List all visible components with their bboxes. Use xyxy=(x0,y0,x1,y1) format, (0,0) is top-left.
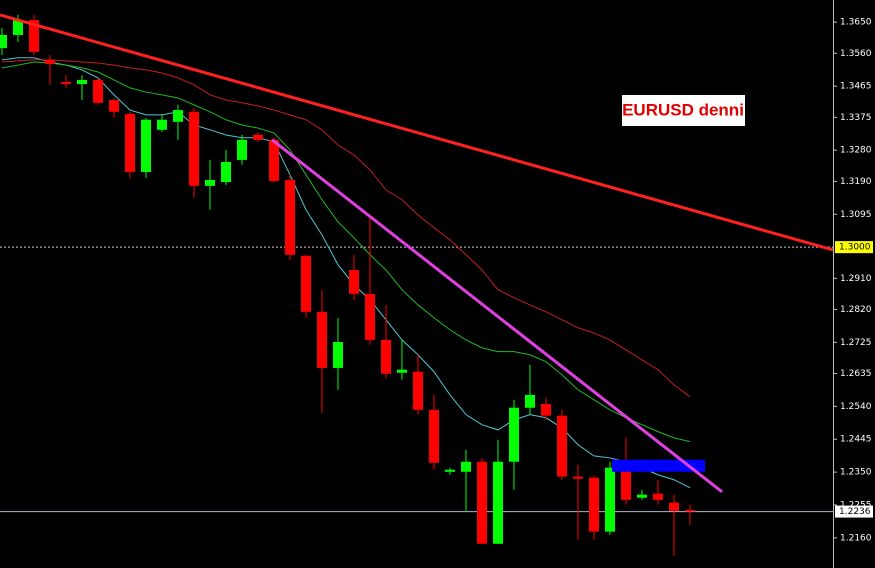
candle-body xyxy=(541,403,551,416)
candle-body xyxy=(0,34,7,49)
candle-body xyxy=(381,339,391,374)
candle-body xyxy=(365,293,375,340)
candle-body xyxy=(413,371,423,410)
candle-body xyxy=(685,509,695,512)
candle-body xyxy=(253,134,263,140)
candle-body xyxy=(573,476,583,479)
candle-body xyxy=(605,467,615,532)
candle-body xyxy=(461,461,471,472)
candle-body xyxy=(621,466,631,500)
y-tick-label: 1.2725 xyxy=(840,338,872,348)
y-tick-label: 1.3375 xyxy=(840,113,872,123)
candle-body xyxy=(141,119,151,173)
candle-body xyxy=(653,493,663,500)
plot-area xyxy=(0,13,834,556)
candle-body xyxy=(77,79,87,85)
candle-body xyxy=(493,461,503,544)
candle-body xyxy=(205,179,215,186)
candle-body xyxy=(237,139,247,160)
chart-title: EURUSD denni xyxy=(622,100,744,119)
candle-body xyxy=(509,407,519,462)
y-tick-label: 1.2910 xyxy=(840,274,872,284)
y-tick-label: 1.3280 xyxy=(840,146,872,156)
title-box xyxy=(622,95,745,126)
candle-body xyxy=(557,415,567,477)
price-label-box xyxy=(835,505,873,518)
candle-body xyxy=(477,461,487,544)
y-tick-label: 1.2635 xyxy=(840,369,872,379)
y-tick-label: 1.3560 xyxy=(840,49,872,59)
candle-body xyxy=(637,494,647,498)
candle-body xyxy=(285,179,295,255)
candle-body xyxy=(61,82,71,85)
candle-body xyxy=(221,161,231,183)
y-tick-label: 1.2350 xyxy=(840,468,872,478)
candle-body xyxy=(445,469,455,472)
candle-body xyxy=(125,113,135,173)
price-label-box xyxy=(835,241,873,254)
price-label: 1.2236 xyxy=(839,507,871,517)
zone xyxy=(612,459,705,472)
trendline xyxy=(0,13,834,252)
candle-body xyxy=(429,409,439,463)
candle-body xyxy=(157,119,167,130)
candle-body xyxy=(397,369,407,373)
candle-body xyxy=(269,139,279,182)
candle-body xyxy=(45,59,55,65)
y-tick-label: 1.3190 xyxy=(840,177,872,187)
y-tick-label: 1.3095 xyxy=(840,210,872,220)
candle-body xyxy=(109,100,119,112)
price-label: 1.3000 xyxy=(839,243,871,253)
moving-average xyxy=(1,59,691,398)
candle-body xyxy=(589,477,599,532)
y-tick-label: 1.2255 xyxy=(840,501,872,511)
candle-body xyxy=(29,20,39,52)
candle-body xyxy=(333,341,343,368)
candle-body xyxy=(189,111,199,186)
candle-body xyxy=(301,255,311,312)
y-tick-label: 1.2160 xyxy=(840,533,872,543)
moving-average xyxy=(1,57,691,489)
y-tick-label: 1.2820 xyxy=(840,305,872,315)
candle-body xyxy=(349,269,359,294)
candle-body xyxy=(13,20,23,35)
candle-body xyxy=(93,79,103,103)
trendline xyxy=(271,138,723,494)
y-tick-label: 1.3465 xyxy=(840,82,872,92)
candle-body xyxy=(525,394,535,408)
y-tick-label: 1.3650 xyxy=(840,18,872,28)
candle-body xyxy=(317,311,327,368)
moving-average xyxy=(1,61,691,443)
candle-body xyxy=(669,502,679,511)
y-tick-label: 1.2540 xyxy=(840,402,872,412)
candle-body xyxy=(173,110,183,122)
y-tick-label: 1.2445 xyxy=(840,435,872,445)
